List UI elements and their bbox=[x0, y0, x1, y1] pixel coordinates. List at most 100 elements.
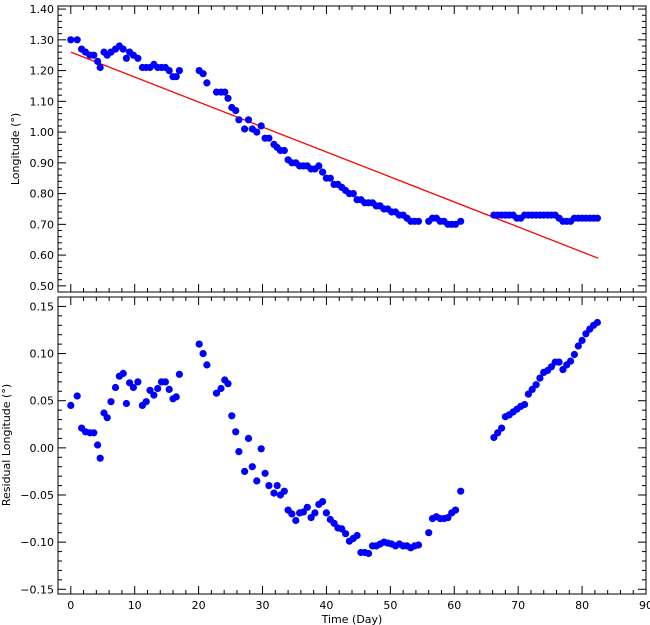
data-point bbox=[270, 489, 278, 497]
data-point bbox=[365, 549, 373, 558]
y-tick-label: 0.10 bbox=[30, 348, 55, 361]
data-point bbox=[235, 448, 243, 456]
data-point bbox=[555, 358, 563, 366]
data-point bbox=[253, 128, 261, 136]
data-point bbox=[172, 393, 180, 401]
data-point bbox=[122, 399, 130, 408]
data-point bbox=[574, 342, 582, 350]
data-point bbox=[228, 412, 236, 420]
data-point bbox=[154, 384, 162, 393]
data-point bbox=[322, 509, 330, 517]
y-tick-label: 1.10 bbox=[30, 95, 55, 108]
data-point bbox=[319, 498, 327, 506]
data-point bbox=[212, 389, 221, 397]
fit-line bbox=[70, 51, 599, 259]
x-tick-label: 20 bbox=[192, 599, 206, 612]
y-tick-label: 0.60 bbox=[30, 249, 55, 262]
data-point bbox=[111, 383, 120, 392]
data-point bbox=[338, 525, 346, 533]
data-point bbox=[67, 401, 75, 409]
data-point bbox=[142, 398, 150, 406]
data-point bbox=[311, 509, 319, 517]
data-point bbox=[224, 94, 232, 102]
data-point bbox=[349, 190, 357, 198]
data-point bbox=[90, 429, 98, 437]
data-point bbox=[67, 36, 75, 44]
data-point bbox=[498, 424, 506, 432]
bottom-plot-frame bbox=[57, 296, 647, 595]
data-point bbox=[94, 57, 102, 65]
data-point bbox=[414, 541, 423, 549]
data-point bbox=[107, 398, 115, 406]
data-point bbox=[536, 374, 544, 382]
y-tick-label: 1.00 bbox=[30, 126, 55, 139]
data-point bbox=[425, 529, 433, 537]
data-point bbox=[232, 107, 240, 115]
data-point bbox=[150, 391, 158, 399]
top-ticks: 0.50 0.60 0.70 0.80 0.90 1.00 1.10 1.20 1.30 1.40 bbox=[30, 3, 647, 293]
x-tick-label: 10 bbox=[128, 599, 142, 612]
top-data-points bbox=[67, 36, 602, 228]
data-point bbox=[232, 428, 240, 436]
data-point bbox=[451, 220, 460, 228]
data-point bbox=[280, 487, 288, 495]
data-point bbox=[280, 146, 288, 155]
data-point bbox=[257, 122, 265, 130]
data-point bbox=[457, 217, 465, 225]
data-point bbox=[96, 63, 104, 72]
data-point bbox=[119, 369, 127, 377]
bottom-x-axis-label: Time (Day) bbox=[321, 613, 383, 625]
data-point bbox=[593, 318, 602, 327]
top-y-axis-label: Longitude (°) bbox=[9, 113, 22, 185]
data-point bbox=[414, 217, 423, 225]
y-tick-label: −0.15 bbox=[20, 583, 54, 596]
data-point bbox=[451, 506, 460, 514]
data-point bbox=[315, 162, 323, 170]
data-point bbox=[265, 482, 273, 490]
data-point bbox=[161, 378, 169, 386]
bottom-data-points bbox=[67, 318, 602, 558]
data-point bbox=[244, 116, 253, 124]
data-point bbox=[165, 67, 173, 75]
data-point bbox=[288, 510, 296, 518]
bottom-ticks: 0 10 20 30 40 50 60 70 80 90 −0.15 −0.10 −0.05 0.00 0.… bbox=[20, 296, 650, 612]
y-tick-label: 0.00 bbox=[30, 442, 55, 455]
data-point bbox=[73, 392, 81, 400]
data-point bbox=[593, 214, 602, 222]
data-point bbox=[244, 434, 253, 442]
top-panel-longitude: 0.50 0.60 0.70 0.80 0.90 1.00 1.10 1.20 1.30 1.40… bbox=[9, 3, 647, 293]
data-point bbox=[248, 463, 256, 471]
data-point bbox=[203, 79, 211, 87]
x-tick-label: 80 bbox=[575, 599, 589, 612]
data-point bbox=[261, 469, 269, 477]
data-point bbox=[253, 477, 261, 485]
y-tick-label: 0.05 bbox=[30, 395, 55, 408]
data-point bbox=[195, 340, 203, 348]
data-point bbox=[73, 36, 81, 44]
data-point bbox=[134, 54, 142, 62]
data-point bbox=[303, 503, 311, 511]
top-plot-frame bbox=[57, 5, 647, 293]
x-tick-label: 0 bbox=[67, 599, 74, 612]
data-point bbox=[224, 380, 232, 388]
data-point bbox=[165, 385, 173, 393]
y-tick-label: 1.40 bbox=[30, 3, 55, 16]
bottom-y-axis-label: Residual Longitude (°) bbox=[0, 384, 13, 506]
data-point bbox=[570, 350, 579, 359]
data-point bbox=[241, 125, 249, 133]
data-point bbox=[203, 361, 211, 369]
data-point bbox=[129, 383, 137, 392]
y-tick-label: −0.05 bbox=[20, 489, 54, 502]
y-tick-label: 0.90 bbox=[30, 157, 55, 170]
x-tick-label: 40 bbox=[319, 599, 333, 612]
data-point bbox=[172, 73, 180, 81]
data-point bbox=[342, 530, 350, 538]
data-point bbox=[96, 454, 104, 462]
data-point bbox=[353, 531, 361, 540]
x-tick-label: 90 bbox=[639, 599, 650, 612]
data-point bbox=[94, 441, 102, 449]
y-tick-label: −0.10 bbox=[20, 536, 54, 549]
data-point bbox=[521, 400, 529, 409]
data-point bbox=[217, 384, 225, 393]
